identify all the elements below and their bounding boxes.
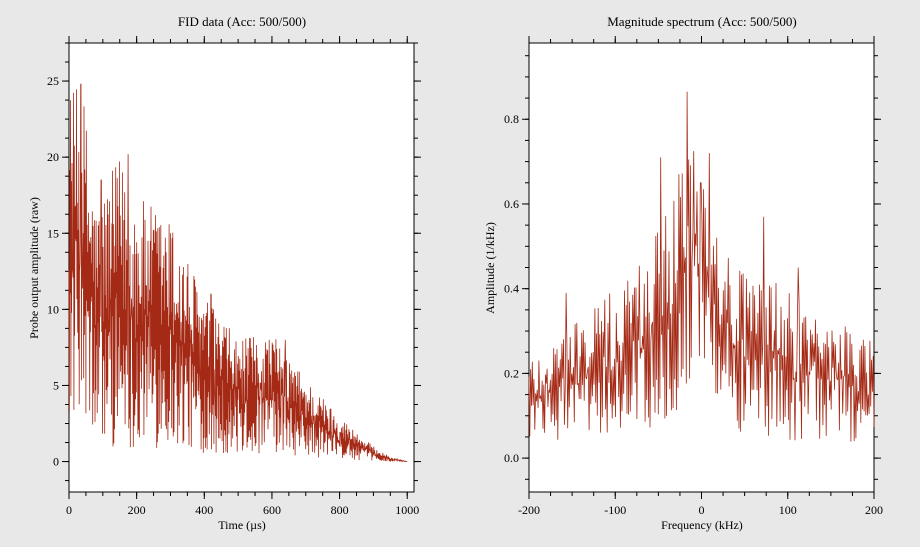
x-tick-label: 600 bbox=[263, 503, 281, 517]
spectrum-data-line bbox=[528, 91, 875, 442]
x-tick-label: 100 bbox=[779, 503, 797, 517]
fid-panel: FID data (Acc: 500/500) 0 200 400 600 800 100… bbox=[27, 14, 421, 532]
x-tick-label: -200 bbox=[518, 503, 540, 517]
y-tick-label: 0.8 bbox=[504, 112, 519, 126]
x-tick-label: 0 bbox=[66, 503, 72, 517]
y-tick-label: 15 bbox=[47, 226, 59, 240]
x-tick-label: -100 bbox=[604, 503, 626, 517]
fid-y-axis-label: Probe output amplitude (raw) bbox=[27, 197, 41, 339]
x-tick-label: 400 bbox=[195, 503, 213, 517]
y-tick-label: 25 bbox=[47, 74, 59, 88]
y-tick-label: 10 bbox=[47, 302, 59, 316]
fid-x-axis-label: Time (µs) bbox=[218, 518, 265, 532]
fid-data-line bbox=[68, 83, 408, 463]
y-tick-label: 0 bbox=[53, 455, 59, 469]
y-tick-label: 0.4 bbox=[504, 282, 519, 296]
spectrum-panel: Magnitude spectrum (Acc: 500/500) -200 -1… bbox=[483, 14, 883, 532]
x-tick-label: 1000 bbox=[395, 503, 419, 517]
x-tick-label: 800 bbox=[331, 503, 349, 517]
x-tick-label: 200 bbox=[128, 503, 146, 517]
spectrum-x-axis-label: Frequency (kHz) bbox=[661, 518, 743, 532]
fid-ticks: 0 200 400 600 800 1000 0 5 10 15 20 25 bbox=[47, 36, 421, 517]
y-tick-label: 5 bbox=[53, 378, 59, 392]
x-tick-label: 200 bbox=[865, 503, 883, 517]
y-tick-label: 0.6 bbox=[504, 197, 519, 211]
y-tick-label: 20 bbox=[47, 150, 59, 164]
spectrum-y-axis-label: Amplitude (1/kHz) bbox=[483, 222, 497, 314]
y-tick-label: 0.0 bbox=[504, 451, 519, 465]
spectrum-ticks: -200 -100 0 100 200 0.0 0.2 0.4 0.6 0.8 bbox=[504, 36, 883, 517]
x-tick-label: 0 bbox=[699, 503, 705, 517]
spectrum-title: Magnitude spectrum (Acc: 500/500) bbox=[607, 14, 797, 29]
spectrum-plot-area bbox=[528, 42, 875, 493]
y-tick-label: 0.2 bbox=[504, 366, 519, 380]
fid-title: FID data (Acc: 500/500) bbox=[178, 14, 306, 29]
